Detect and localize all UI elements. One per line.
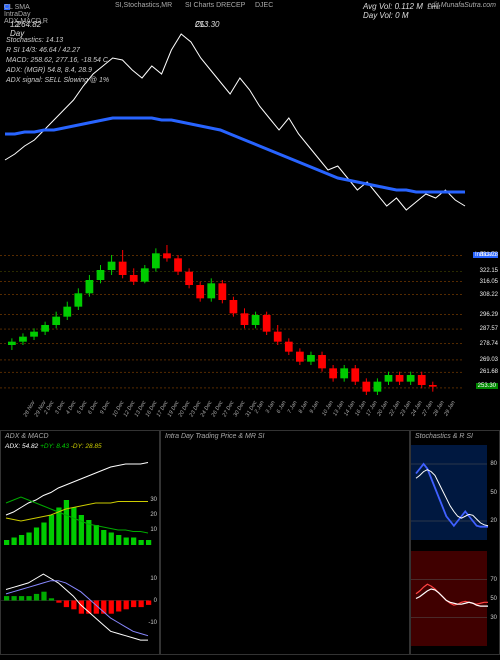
adx-macd-panel: ADX & MACD ADX: 54.82 +DY: 8.43 -DY: 28.… [0, 430, 160, 655]
main-price-chart [0, 30, 500, 240]
stoch-title: Stochastics & R SI [415, 433, 473, 440]
adx-title: ADX & MACD [5, 433, 49, 440]
volume-info: Avg Vol: 0.112 M Limit Day Vol: 0 M [363, 2, 440, 20]
intraday-title: Intra Day Trading Price & MR SI [165, 433, 264, 440]
hdr-item-3: DJEC [255, 2, 273, 9]
candlestick-chart: Indicato331.73322.15316.05308.22296.2928… [0, 245, 500, 420]
intraday-panel: Intra Day Trading Price & MR SI [160, 430, 410, 655]
hdr-item-1: SI,Stochastics,MR [115, 2, 172, 9]
date-axis: 28 Nov29 Nov2 Dec3 Dec4 Dec5 Dec6 Dec9 D… [0, 398, 460, 420]
chart-page: CL SMA IntraDay ADX,MACD,R SI,Stochastic… [0, 0, 500, 660]
stoch-rsi-panel: Stochastics & R SI 805020 705030 [410, 430, 500, 655]
hdr-item-2: SI Charts DRECEP [185, 2, 245, 9]
bottom-panels: ADX & MACD ADX: 54.82 +DY: 8.43 -DY: 28.… [0, 430, 500, 655]
